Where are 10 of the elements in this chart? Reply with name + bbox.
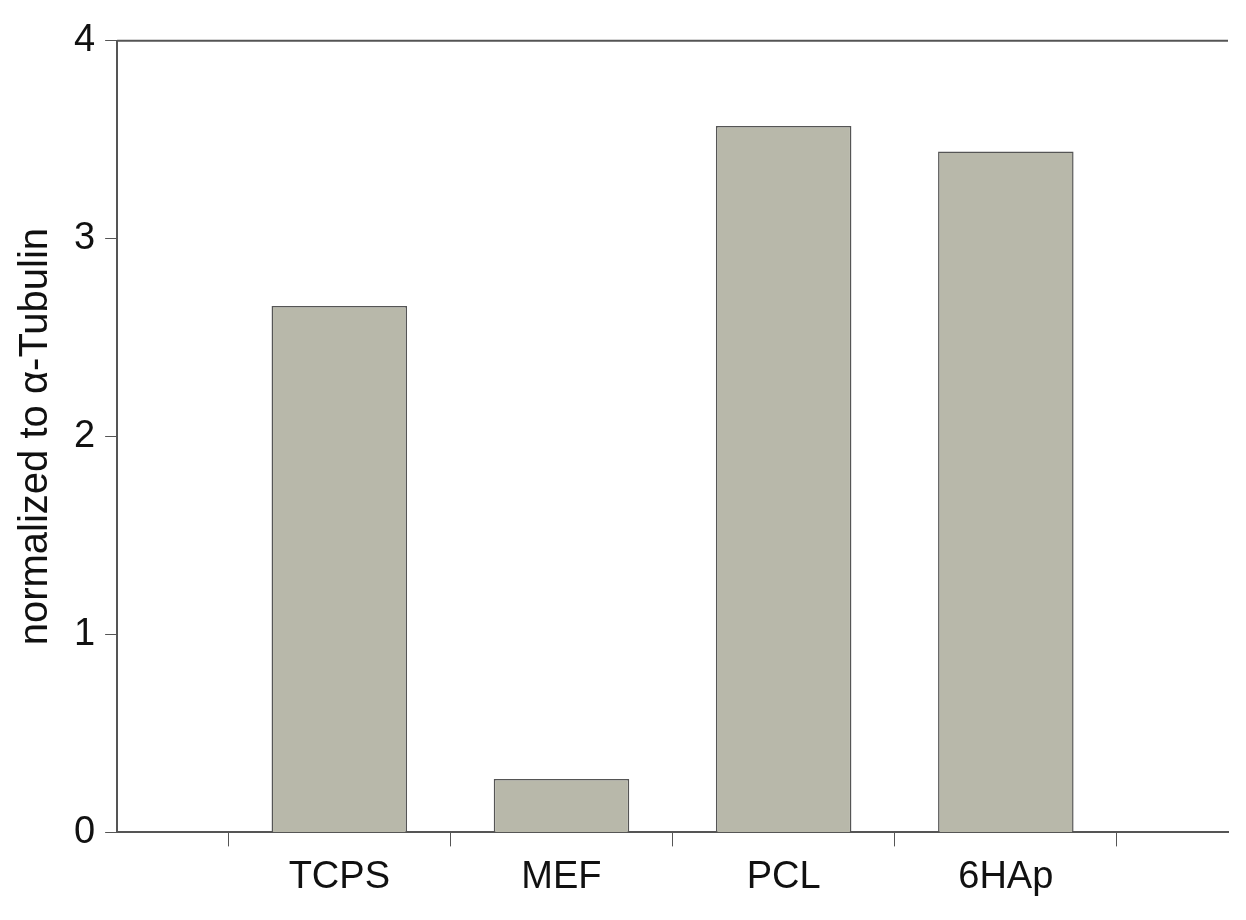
y-tick-label: 2 (73, 413, 96, 456)
x-tick-label: TCPS (288, 853, 390, 896)
x-tick-label: 6HAp (958, 853, 1054, 896)
y-tick-label: 1 (73, 610, 96, 653)
y-tick-label: 0 (73, 808, 96, 851)
y-tick-label: 3 (73, 215, 96, 258)
y-axis-title: normalized to α-Tubulin (11, 227, 56, 646)
x-tick-label: MEF (521, 853, 602, 896)
y-tick-label: 4 (73, 17, 96, 60)
x-tick-label: PCL (746, 853, 821, 896)
